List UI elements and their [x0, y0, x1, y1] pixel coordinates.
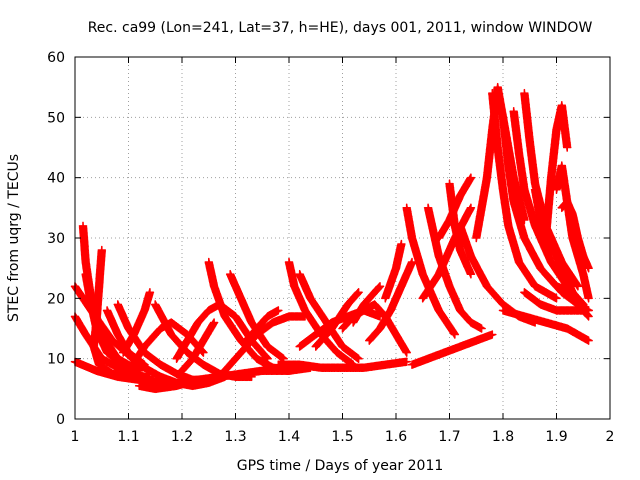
- data-series: [118, 288, 155, 357]
- data-series: [557, 197, 593, 273]
- data-series: [445, 179, 476, 279]
- data-point-markers: [541, 101, 572, 243]
- data-point-markers: [177, 318, 219, 375]
- data-point-markers: [365, 257, 417, 345]
- data-series: [402, 203, 460, 339]
- x-tick-label: 2: [606, 429, 615, 445]
- y-tick-label: 40: [47, 171, 65, 187]
- data-point-markers: [445, 179, 476, 279]
- data-point-markers: [381, 239, 406, 303]
- data-point-markers: [241, 306, 283, 345]
- data-point-markers: [220, 312, 310, 375]
- data-point-markers: [402, 203, 460, 339]
- y-tick-label: 50: [47, 110, 65, 126]
- data-point-markers: [541, 269, 593, 315]
- x-tick-label: 1.7: [438, 429, 460, 445]
- data-series: [541, 101, 572, 243]
- data-point-markers: [274, 357, 411, 372]
- data-series: [498, 306, 593, 345]
- x-axis-label: GPS time / Days of year 2011: [237, 458, 444, 474]
- data-points: [70, 82, 593, 394]
- data-series: [423, 203, 486, 333]
- x-tick-label: 1.1: [117, 429, 139, 445]
- axis-ticks: 1 1.1 1.2 1.3 1.4 1.5 1.6 1.7 1.8 1.9 201020304050…: [47, 50, 614, 445]
- chart-title: Rec. ca99 (Lon=241, Lat=37, h=HE), days …: [88, 20, 593, 36]
- data-point-markers: [488, 88, 561, 303]
- x-tick-label: 1.5: [331, 429, 353, 445]
- x-tick-label: 1.3: [224, 429, 246, 445]
- data-series: [365, 257, 417, 345]
- data-point-markers: [407, 330, 497, 369]
- data-series: [193, 363, 315, 385]
- data-point-markers: [557, 197, 593, 273]
- x-tick-label: 1.9: [545, 429, 567, 445]
- data-point-markers: [423, 203, 486, 333]
- x-tick-label: 1.2: [171, 429, 193, 445]
- data-series: [348, 282, 385, 327]
- data-point-markers: [348, 282, 385, 327]
- y-tick-label: 10: [47, 352, 65, 368]
- x-tick-label: 1.8: [492, 429, 514, 445]
- y-tick-label: 30: [47, 231, 65, 247]
- data-series: [407, 330, 497, 369]
- x-tick-label: 1.6: [385, 429, 407, 445]
- data-point-markers: [498, 306, 593, 345]
- y-tick-label: 0: [56, 412, 65, 428]
- data-series: [381, 239, 406, 303]
- y-tick-label: 20: [47, 291, 65, 307]
- data-series: [220, 312, 310, 375]
- data-series: [541, 269, 593, 315]
- data-point-markers: [118, 288, 155, 357]
- data-series: [274, 357, 411, 372]
- data-series: [177, 318, 219, 375]
- x-tick-label: 1: [71, 429, 80, 445]
- y-tick-label: 60: [47, 50, 65, 66]
- data-point-markers: [193, 363, 315, 385]
- x-tick-label: 1.4: [278, 429, 300, 445]
- y-axis-label: STEC from uqrg / TECUs: [6, 154, 22, 322]
- data-series: [241, 306, 283, 345]
- data-series: [488, 88, 561, 303]
